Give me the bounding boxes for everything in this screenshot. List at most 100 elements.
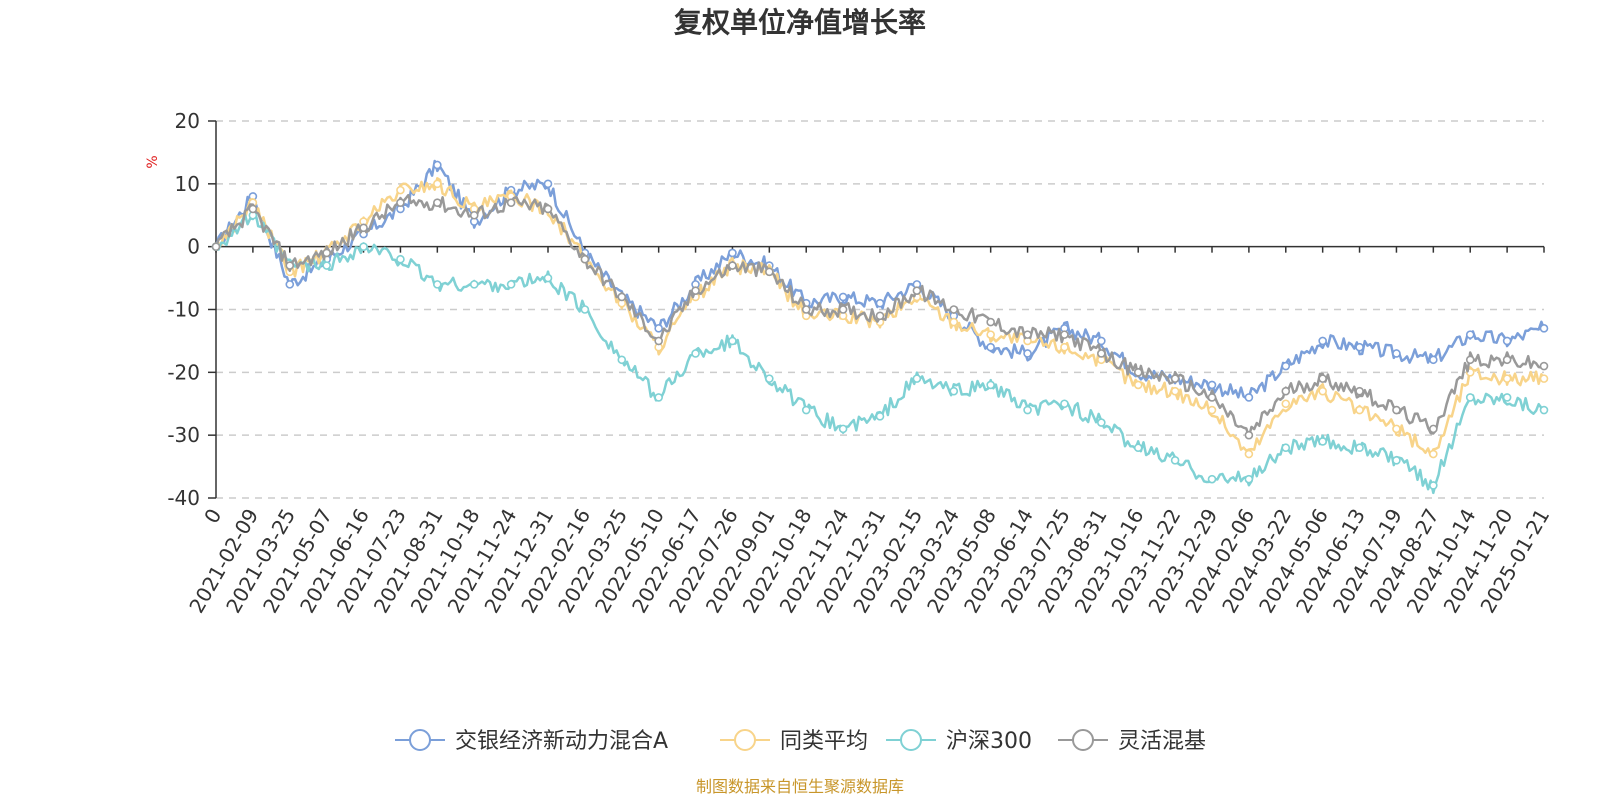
y-tick-label: 0 [187,235,200,259]
data-point [986,342,995,352]
data-point [1392,405,1401,415]
data-point [1502,374,1512,383]
series-lines [211,159,1549,495]
data-point [1097,418,1106,427]
data-point [728,336,737,346]
data-point [1318,386,1327,396]
data-point [1355,386,1364,396]
chart-title: 复权单位净值增长率 [674,6,926,39]
legend-label: 交银经济新动力混合A [455,729,668,754]
data-point [1244,474,1254,484]
data-point [1429,355,1438,365]
data-point [211,242,221,251]
data-point [359,223,368,233]
data-point [1539,405,1549,415]
y-tick-label: 20 [175,109,200,133]
legend-item[interactable]: 沪深300 [886,729,1032,754]
data-point [322,248,331,258]
data-point [1244,430,1254,440]
data-point [1170,455,1180,465]
legend-swatch-marker [900,729,922,751]
data-point [801,405,811,415]
data-point [285,261,295,270]
data-point [1207,393,1217,402]
data-point [1060,399,1069,409]
gridlines [216,120,1544,499]
data-point [1060,330,1069,339]
data-point [1133,380,1143,390]
data-point [617,355,627,365]
data-point [1207,405,1217,415]
data-point [1429,481,1438,490]
data-point [949,317,959,327]
y-axis-label: % [145,155,161,168]
data-point [1023,330,1032,339]
data-point [506,198,516,207]
data-point [580,305,590,314]
legend-item[interactable]: 灵活混基 [1058,729,1206,754]
data-point [1429,424,1438,434]
y-tick-label: -30 [167,423,200,447]
data-point [396,198,405,207]
data-point [433,280,442,289]
legend-swatch-marker [734,729,756,751]
data-point [728,248,737,258]
data-point [1244,449,1254,459]
data-point [1318,336,1327,346]
data-point [543,204,553,214]
data-point [433,160,442,170]
data-point [1355,405,1364,415]
series-1 [211,159,1549,402]
data-point [1170,386,1180,396]
data-point [1170,374,1180,383]
data-point [1502,336,1512,346]
data-point [1023,349,1032,358]
legend-label: 同类平均 [780,729,868,754]
data-point [728,261,737,270]
legend-label: 灵活混基 [1118,729,1206,754]
data-point [1539,361,1549,371]
data-point [396,185,405,195]
legend[interactable]: 交银经济新动力混合A 同类平均 沪深300 灵活混基 [395,729,1206,754]
data-point [875,412,885,421]
data-point [986,317,995,327]
data-point [838,424,848,434]
data-point [801,305,811,314]
data-point [1429,449,1438,459]
data-point [838,305,848,314]
y-tick-label: 10 [175,172,200,196]
data-point [1097,349,1106,358]
data-point [1539,374,1549,383]
data-point [875,298,885,308]
data-point [580,254,590,264]
data-point [543,273,553,283]
legend-item[interactable]: 交银经济新动力混合A [395,729,668,754]
data-point [543,179,553,189]
data-point [986,330,995,339]
data-point [1392,424,1401,434]
data-point [1281,443,1291,453]
data-point [1133,443,1143,453]
data-point [691,349,700,358]
data-point [1465,330,1475,339]
data-point [1133,368,1143,377]
data-point [765,374,774,383]
data-point [285,280,295,289]
data-point [1207,380,1217,390]
data-point [1060,342,1069,352]
data-point [396,254,405,264]
data-point [1392,349,1401,358]
data-point [986,380,995,390]
data-point [1502,355,1512,365]
data-point [322,261,331,270]
data-point [1281,386,1291,396]
series-line [214,159,1546,400]
series-4 [211,193,1549,440]
series-line [214,177,1546,458]
data-point [1244,393,1254,402]
legend-item[interactable]: 同类平均 [720,729,868,754]
data-point [1207,474,1217,484]
data-point [1281,399,1291,409]
series-3 [211,210,1549,495]
